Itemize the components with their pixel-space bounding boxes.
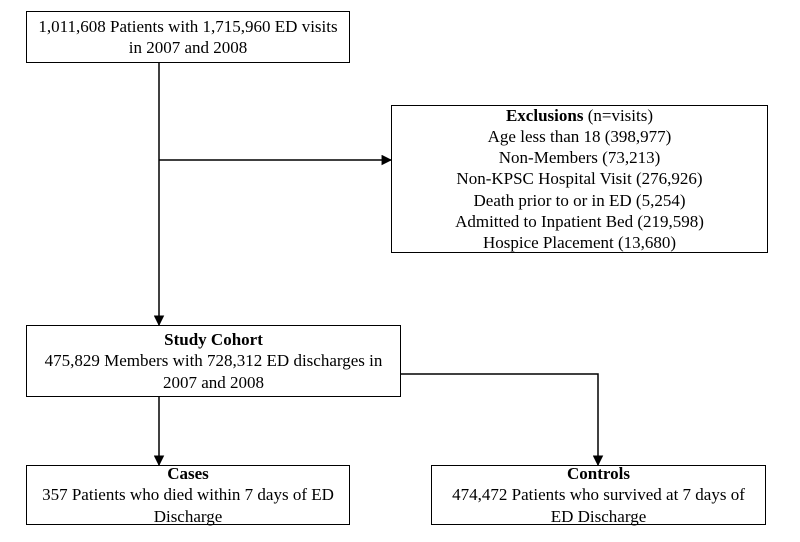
cases-text: 357 Patients who died within 7 days of E… [37, 484, 339, 527]
connector-lines [0, 0, 800, 542]
exclusions-line-5: Hospice Placement (13,680) [402, 232, 757, 253]
exclusions-line-3: Death prior to or in ED (5,254) [402, 190, 757, 211]
exclusions-title-line: Exclusions (n=visits) [402, 105, 757, 126]
box-study-cohort: Study Cohort 475,829 Members with 728,31… [26, 325, 401, 397]
box-controls: Controls 474,472 Patients who survived a… [431, 465, 766, 525]
flowchart-canvas: 1,011,608 Patients with 1,715,960 ED vis… [0, 0, 800, 542]
controls-text: 474,472 Patients who survived at 7 days … [442, 484, 755, 527]
controls-title: Controls [442, 463, 755, 484]
cases-title: Cases [37, 463, 339, 484]
exclusions-line-2: Non-KPSC Hospital Visit (276,926) [402, 168, 757, 189]
edge-cohort-to-controls [401, 374, 598, 465]
box-cases: Cases 357 Patients who died within 7 day… [26, 465, 350, 525]
exclusions-title: Exclusions [506, 106, 583, 125]
exclusions-title-suffix: (n=visits) [583, 106, 653, 125]
exclusions-line-1: Non-Members (73,213) [402, 147, 757, 168]
box-exclusions: Exclusions (n=visits) Age less than 18 (… [391, 105, 768, 253]
exclusions-line-4: Admitted to Inpatient Bed (219,598) [402, 211, 757, 232]
box-initial-population: 1,011,608 Patients with 1,715,960 ED vis… [26, 11, 350, 63]
exclusions-line-0: Age less than 18 (398,977) [402, 126, 757, 147]
initial-text: 1,011,608 Patients with 1,715,960 ED vis… [37, 16, 339, 59]
cohort-title: Study Cohort [37, 329, 390, 350]
cohort-text: 475,829 Members with 728,312 ED discharg… [37, 350, 390, 393]
